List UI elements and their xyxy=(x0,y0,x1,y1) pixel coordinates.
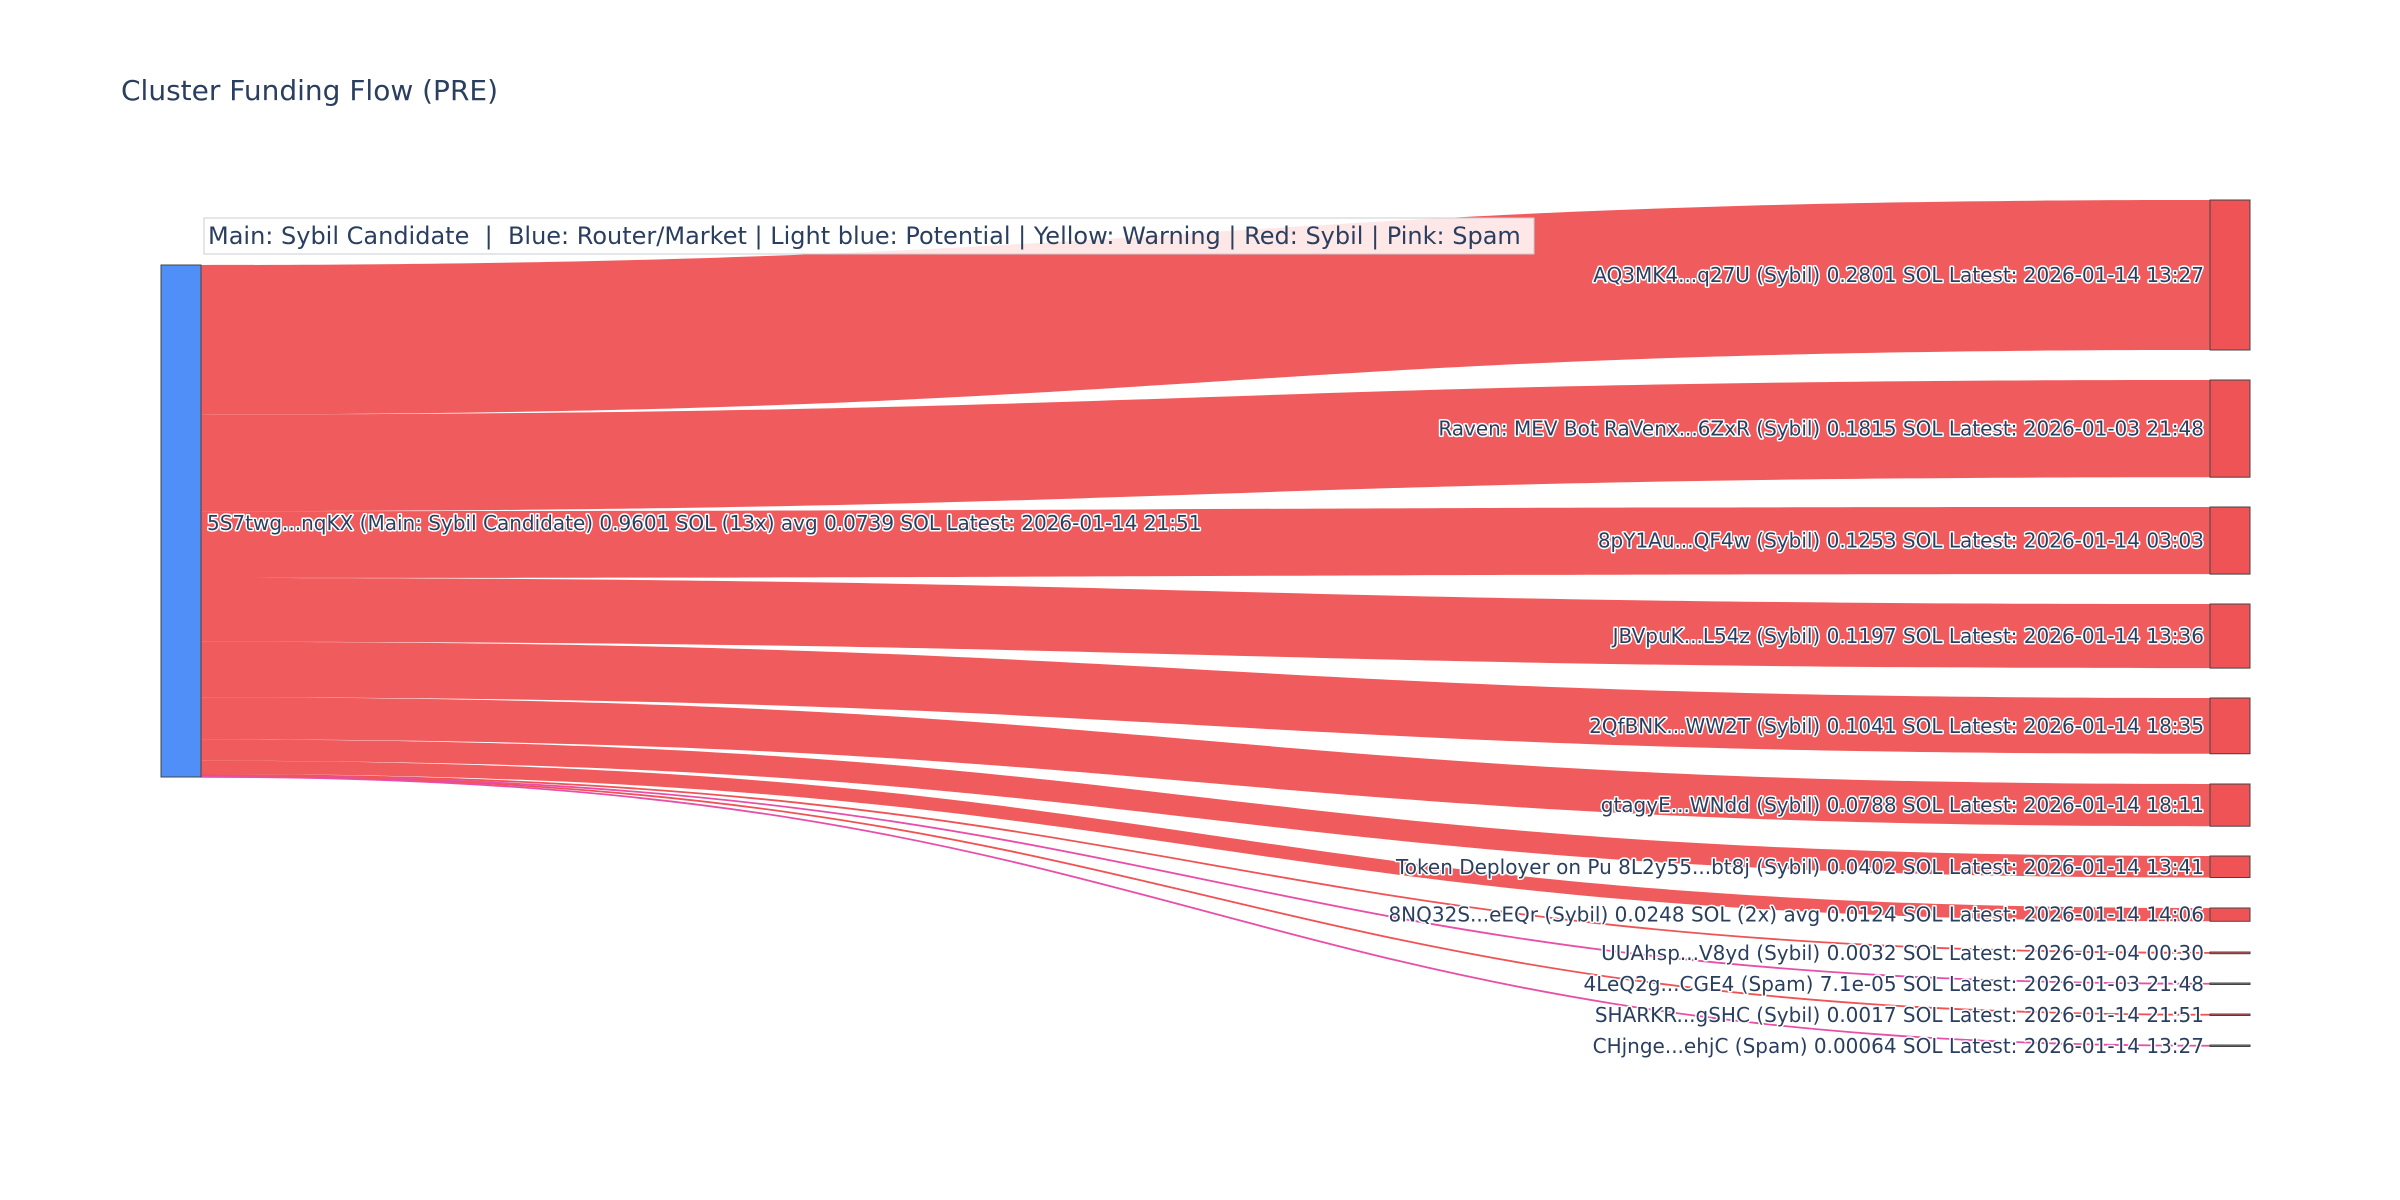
flow-link-11 xyxy=(200,775,2211,1016)
legend-background xyxy=(203,217,1535,255)
legend-text: Main: Sybil Candidate | Blue: Router/Mar… xyxy=(208,222,1521,250)
target-node-7 xyxy=(2209,855,2251,879)
source-node xyxy=(160,264,202,778)
target-node-8 xyxy=(2209,907,2251,922)
source-label: 5S7twg...nqKX (Main: Sybil Candidate) 0.… xyxy=(207,511,1201,535)
flow-link-8 xyxy=(201,760,2210,922)
flow-links xyxy=(200,200,2211,1047)
target-label-11: SHARKR...gSHC (Sybil) 0.0017 SOL Latest:… xyxy=(1595,1003,2204,1027)
flow-nodes xyxy=(160,199,2251,1047)
legend-note: Main: Sybil Candidate | Blue: Router/Mar… xyxy=(203,217,1535,255)
node-labels: AQ3MK4...q27U (Sybil) 0.2801 SOL Latest:… xyxy=(206,262,2206,1060)
target-label-6: gtagyE...WNdd (Sybil) 0.0788 SOL Latest:… xyxy=(1601,793,2204,817)
flow-link-5 xyxy=(201,641,2210,754)
target-label-12: CHjnge...ehjC (Spam) 0.00064 SOL Latest:… xyxy=(1593,1034,2204,1058)
target-node-10 xyxy=(2209,982,2251,985)
flow-link-9 xyxy=(200,773,2211,954)
flow-link-4 xyxy=(201,577,2210,669)
flow-link-2 xyxy=(201,380,2210,512)
target-node-12 xyxy=(2209,1044,2251,1047)
target-label-10: 4LeQ2g...CGE4 (Spam) 7.1e-05 SOL Latest:… xyxy=(1583,972,2204,996)
target-label-9: UUAhsp...V8yd (Sybil) 0.0032 SOL Latest:… xyxy=(1601,941,2204,965)
flow-link-6 xyxy=(201,697,2210,827)
target-label-1: AQ3MK4...q27U (Sybil) 0.2801 SOL Latest:… xyxy=(1593,263,2204,287)
flow-link-1 xyxy=(201,200,2210,415)
target-label-4: JBVpuK...L54z (Sybil) 0.1197 SOL Latest:… xyxy=(1611,624,2204,648)
target-label-3: 8pY1Au...QF4w (Sybil) 0.1253 SOL Latest:… xyxy=(1598,529,2204,553)
target-node-3 xyxy=(2209,506,2251,575)
target-label-2: Raven: MEV Bot RaVenx...6ZxR (Sybil) 0.1… xyxy=(1438,417,2204,441)
target-node-2 xyxy=(2209,379,2251,478)
target-node-6 xyxy=(2209,783,2251,827)
target-node-9 xyxy=(2209,951,2251,955)
target-node-4 xyxy=(2209,603,2251,669)
chart-title: Cluster Funding Flow (PRE) xyxy=(121,74,498,107)
target-label-8: 8NQ32S...eEQr (Sybil) 0.0248 SOL (2x) av… xyxy=(1388,903,2204,927)
flow-link-7 xyxy=(201,739,2210,878)
flow-link-12 xyxy=(200,775,2211,1047)
target-node-1 xyxy=(2209,199,2251,351)
flow-link-10 xyxy=(200,774,2211,985)
target-node-11 xyxy=(2209,1013,2251,1016)
target-label-5: 2QfBNK...WW2T (Sybil) 0.1041 SOL Latest:… xyxy=(1589,714,2204,738)
flow-link-3 xyxy=(201,507,2210,578)
target-label-7: Token Deployer on Pu 8L2y55...bt8j (Sybi… xyxy=(1395,855,2204,879)
target-node-5 xyxy=(2209,697,2251,755)
